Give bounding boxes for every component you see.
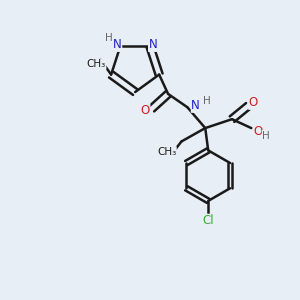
Text: CH₃: CH₃ (87, 59, 106, 69)
Text: Cl: Cl (202, 214, 214, 227)
Text: H: H (105, 33, 113, 43)
Text: O: O (141, 104, 150, 117)
Text: N: N (148, 38, 157, 51)
Text: O: O (249, 96, 258, 109)
Text: N: N (113, 38, 122, 51)
Text: O: O (254, 125, 263, 138)
Text: CH₃: CH₃ (157, 147, 176, 157)
Text: N: N (191, 99, 200, 112)
Text: H: H (262, 130, 270, 140)
Text: H: H (203, 96, 211, 106)
